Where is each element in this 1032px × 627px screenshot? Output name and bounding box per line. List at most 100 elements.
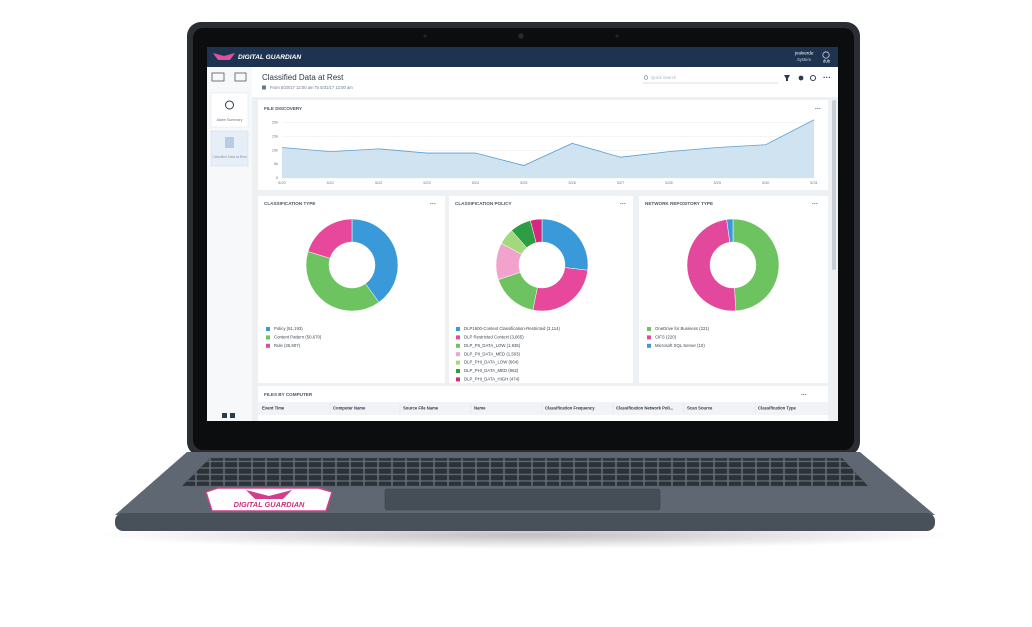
- x-tick-label: 5/27: [617, 181, 624, 185]
- camera: [518, 33, 524, 39]
- legend-swatch: [456, 343, 460, 348]
- legend-swatch: [647, 335, 651, 340]
- y-tick-label: 15k: [272, 134, 278, 138]
- y-tick-label: 0: [276, 176, 278, 180]
- column-header: Name: [474, 406, 486, 411]
- x-tick-label: 5/30: [762, 181, 769, 185]
- more-icon[interactable]: ···: [430, 202, 436, 208]
- grid-icon[interactable]: [230, 413, 235, 418]
- dashboard-icon[interactable]: [234, 72, 247, 82]
- legend-swatch: [456, 335, 460, 340]
- scrollbar[interactable]: [832, 100, 836, 270]
- legend-swatch: [456, 360, 460, 365]
- donut-segment: [732, 218, 780, 312]
- legend-swatch: [456, 327, 460, 331]
- page-title: Classified Data at Rest: [262, 73, 344, 82]
- table-header: [258, 402, 828, 415]
- y-tick-label: 10k: [272, 148, 278, 152]
- legend-label: DLP Restricted Context (3,065): [464, 335, 524, 340]
- search-icon: [643, 75, 649, 80]
- donut-segment: [530, 218, 543, 244]
- logo-mark: [213, 53, 235, 60]
- panel-title: CLASSIFICATION TYPE: [264, 201, 315, 206]
- line: [281, 119, 815, 166]
- doc-icon: [225, 137, 234, 148]
- more-icon[interactable]: ···: [823, 73, 831, 82]
- legend-label: DLP_PHI_DATA_MED (862): [464, 368, 519, 373]
- legend-label: Rule (25,907): [274, 343, 301, 348]
- sticker-logo: [246, 490, 292, 499]
- filter-icon[interactable]: [784, 75, 790, 81]
- more-icon[interactable]: ···: [801, 393, 807, 399]
- y-tick-label: 20k: [272, 121, 278, 125]
- panel-title: FILES BY COMPUTER: [264, 392, 313, 397]
- search-input[interactable]: Quick Search: [651, 75, 677, 80]
- menu-icon[interactable]: [211, 72, 225, 82]
- panel-title: NETWORK REPOSITORY TYPE: [645, 201, 713, 206]
- column-header: Computer Name: [333, 406, 366, 411]
- alarm-icon: [225, 100, 234, 110]
- sidebar-card[interactable]: [210, 130, 249, 167]
- legend-label: DLP1600-Context Classification-Restricte…: [464, 326, 560, 331]
- legend-swatch: [456, 352, 460, 357]
- x-tick-label: 5/26: [568, 181, 575, 185]
- legend-label: CIFS (220): [655, 335, 677, 340]
- legend-swatch: [456, 377, 460, 382]
- legend-label: DLP_PHI_DATA_LOW (664): [464, 360, 519, 365]
- user-icon[interactable]: [822, 51, 830, 59]
- x-tick-label: 5/21: [327, 181, 334, 185]
- legend-swatch: [266, 327, 270, 331]
- column-header: Classification Type: [758, 406, 797, 411]
- area: [282, 119, 814, 178]
- donut-segment: [351, 218, 399, 303]
- column-header: Event Time: [262, 406, 285, 411]
- legend-label: OneDrive for Business (221): [655, 326, 710, 331]
- x-tick-label: 5/25: [520, 181, 527, 185]
- column-header: Classification Frequency: [545, 406, 595, 411]
- x-tick-label: 5/23: [423, 181, 430, 185]
- legend-swatch: [266, 343, 270, 348]
- more-icon[interactable]: ···: [620, 202, 626, 208]
- legend-swatch: [647, 327, 651, 331]
- sidebar-label: Classified Data at Rest: [212, 155, 247, 159]
- legend-label: Microsoft SQL Server (10): [655, 343, 705, 348]
- legend-label: Content Pattern (50,670): [274, 335, 322, 340]
- panel-title: CLASSIFICATION POLICY: [455, 201, 512, 206]
- top-bar: [207, 47, 838, 67]
- column-header: Scan Source: [687, 406, 713, 411]
- org: dub: [823, 59, 831, 64]
- sticker-text: DIGITAL GUARDIAN: [234, 500, 305, 509]
- panel-title: FILE DISCOVERY: [264, 106, 302, 111]
- grid-icon[interactable]: [222, 413, 227, 418]
- x-tick-label: 5/22: [375, 181, 382, 185]
- x-tick-label: 5/31: [810, 181, 817, 185]
- sensor: [423, 34, 427, 38]
- x-tick-label: 5/24: [472, 181, 479, 185]
- x-tick-label: 5/20: [278, 181, 285, 185]
- sensor: [615, 34, 619, 38]
- donut-segment: [686, 219, 737, 312]
- legend-label: DLP_PHI_DATA_HIGH (474): [464, 377, 520, 382]
- user-role: System: [797, 57, 811, 62]
- donut-segment: [305, 251, 380, 312]
- column-header: Source File Name: [403, 406, 439, 411]
- x-tick-label: 5/29: [714, 181, 721, 185]
- donut-segment: [726, 218, 734, 243]
- trackpad: [384, 488, 661, 511]
- legend-label: DLP_PII_DATA_LOW (1,935): [464, 343, 521, 348]
- date-range: From 5/20/17 12:00 am To 5/31/17 12:00 a…: [270, 85, 353, 90]
- keyboard: [181, 457, 869, 487]
- refresh-icon[interactable]: [810, 75, 816, 81]
- more-icon[interactable]: ···: [812, 202, 818, 208]
- users-icon[interactable]: [798, 75, 804, 81]
- logo: DIGITAL GUARDIAN: [238, 54, 301, 61]
- more-icon[interactable]: ···: [815, 107, 821, 113]
- donut-segment: [307, 218, 353, 259]
- column-header: Classification Network Poli...: [616, 406, 673, 411]
- charts: ··· ··· ··· ··· ··· Event Time Computer Name So…: [262, 107, 821, 414]
- legend-label: DLP_PII_DATA_MED (1,503): [464, 351, 521, 356]
- user-name[interactable]: jvalverde: [794, 51, 814, 56]
- sidebar-card[interactable]: [210, 92, 249, 128]
- calendar-icon: [262, 85, 266, 90]
